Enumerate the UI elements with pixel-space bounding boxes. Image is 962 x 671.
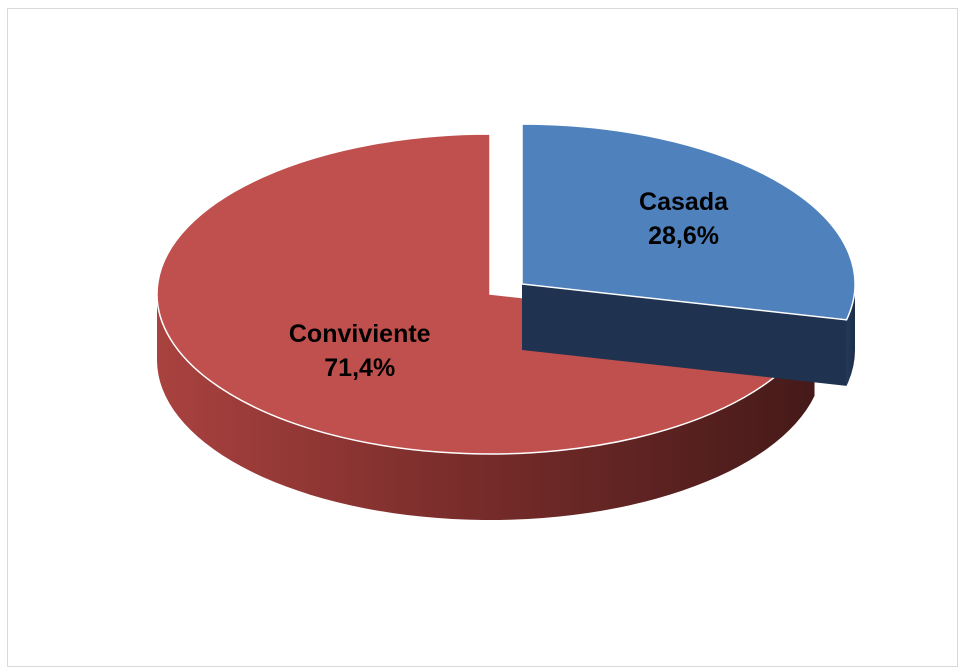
label-casada-name: Casada [639,188,729,216]
slice-side-conviviente [157,294,815,521]
slice-cut-casada [522,284,847,386]
label-casada-value: 28,6% [648,222,719,250]
slice-casada [521,123,856,321]
label-conviviente-value: 71,4% [324,354,395,382]
slice-side-casada [846,284,855,386]
slice-conviviente [156,133,816,455]
label-conviviente-name: Conviviente [289,320,431,348]
